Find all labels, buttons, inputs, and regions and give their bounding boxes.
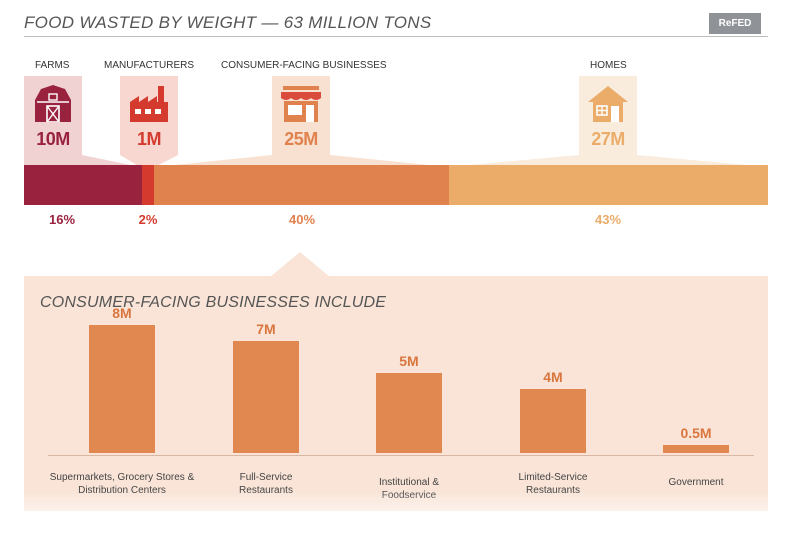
detail-bar-value: 7M bbox=[256, 321, 276, 337]
category-label-homes: HOMES bbox=[590, 60, 627, 71]
detail-bar bbox=[233, 341, 299, 453]
detail-bar bbox=[520, 389, 586, 453]
category-label-manufacturers: MANUFACTURERS bbox=[104, 60, 195, 71]
manufacturers-pill: 1M bbox=[120, 76, 178, 155]
manufacturers-value: 1M bbox=[136, 129, 162, 149]
bar-segment-consumer-facing bbox=[153, 165, 450, 205]
category-label-farms: FARMS bbox=[35, 60, 70, 71]
refed-badge: ReFED bbox=[709, 13, 761, 34]
farms-value: 10M bbox=[36, 129, 70, 149]
pct-consumer-facing: 40% bbox=[288, 212, 316, 227]
pct-manufacturers: 2% bbox=[138, 212, 158, 227]
homes-value: 27M bbox=[591, 129, 625, 149]
detail-bar-value: 4M bbox=[543, 369, 563, 385]
category-label-consumer-facing: CONSUMER-FACING BUSINESSES bbox=[221, 60, 387, 71]
factory-icon bbox=[130, 86, 168, 122]
detail-bar-value: 5M bbox=[399, 353, 419, 369]
bar-segment-farms bbox=[24, 165, 143, 205]
detail-baseline bbox=[48, 455, 754, 456]
detail-bar bbox=[376, 373, 442, 453]
detail-bar bbox=[663, 445, 729, 453]
consumer-facing-connector bbox=[155, 155, 448, 167]
detail-bar bbox=[89, 325, 155, 453]
pill-connectors bbox=[24, 155, 768, 167]
storefront-icon bbox=[281, 86, 321, 122]
detail-panel-title: CONSUMER-FACING BUSINESSES INCLUDE bbox=[40, 294, 387, 311]
barn-icon bbox=[35, 85, 71, 123]
stacked-bar bbox=[24, 165, 768, 205]
pct-homes: 43% bbox=[594, 212, 622, 227]
detail-bar-value: 8M bbox=[112, 305, 132, 321]
detail-bar-label: Government bbox=[668, 477, 724, 488]
manufacturers-connector bbox=[120, 155, 178, 167]
bar-segment-homes bbox=[449, 165, 768, 205]
title-divider bbox=[24, 36, 768, 37]
bar-segment-manufacturers bbox=[142, 165, 154, 205]
chart-title: FOOD WASTED BY WEIGHT — 63 MILLION TONS bbox=[24, 13, 432, 32]
house-icon bbox=[588, 86, 628, 122]
panel-pointer bbox=[270, 252, 330, 277]
homes-connector bbox=[448, 155, 768, 167]
consumer-facing-pill: 25M bbox=[272, 76, 330, 155]
detail-bar-value: 0.5M bbox=[680, 425, 712, 441]
pct-farms: 16% bbox=[48, 212, 76, 227]
bottom-fade bbox=[0, 490, 798, 549]
consumer-facing-value: 25M bbox=[284, 129, 318, 149]
consumer-facing-detail-panel: CONSUMER-FACING BUSINESSES INCLUDE 8M Sup… bbox=[24, 276, 768, 511]
farms-pill: 10M bbox=[24, 76, 82, 155]
homes-pill: 27M bbox=[579, 76, 637, 155]
farms-connector bbox=[24, 155, 140, 167]
